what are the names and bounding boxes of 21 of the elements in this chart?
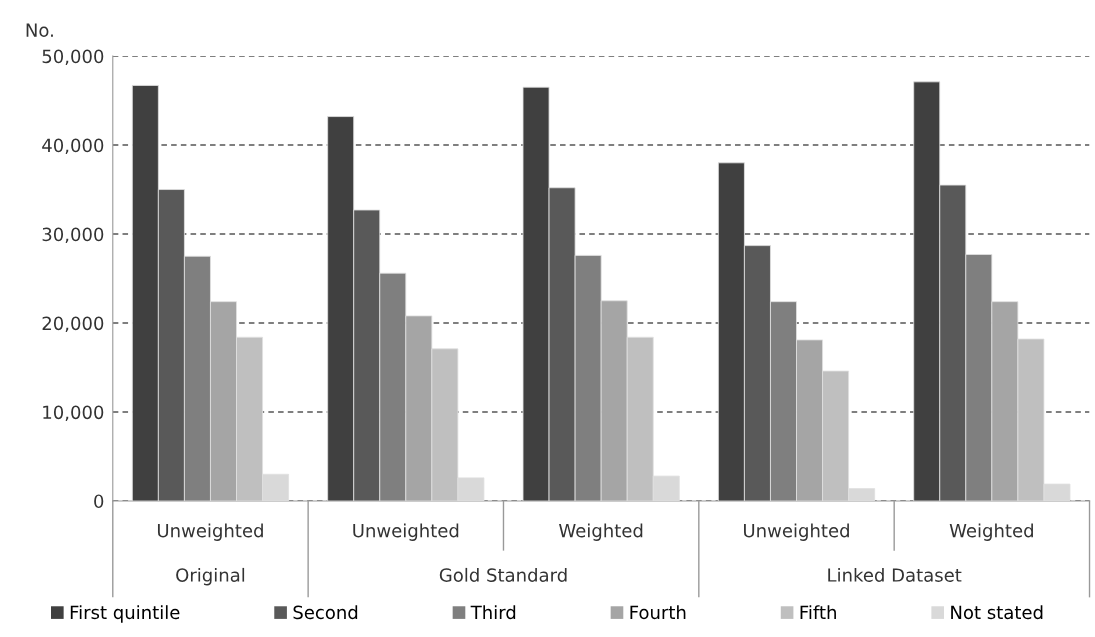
- y-tick-label: 20,000: [42, 316, 104, 332]
- y-tick-label: 10,000: [43, 405, 104, 421]
- y-tick-label: 50,000: [42, 49, 104, 66]
- x-tick-label: Unweighted: [353, 523, 459, 541]
- text: Linked Dataset: [828, 567, 962, 582]
- x-tick-label: Unweighted: [157, 523, 263, 541]
- legend-label: Not stated: [951, 605, 1043, 620]
- y-axis-title: No.: [26, 23, 53, 37]
- legend-label: Fifth: [800, 605, 836, 619]
- y-tick-label: 0: [94, 494, 104, 509]
- y-tick-label: 40,000: [42, 138, 104, 154]
- x-tick-label: Weighted: [949, 523, 1033, 541]
- legend-label: Fourth: [630, 605, 686, 620]
- legend-label: First quintile: [70, 605, 180, 623]
- text: Original: [176, 567, 245, 586]
- legend-label: Third: [470, 605, 516, 620]
- x-tick-label: Unweighted: [744, 523, 849, 541]
- y-tick-label: 30,000: [42, 227, 104, 243]
- text: Gold Standard: [439, 567, 567, 582]
- x-tick-label: Weighted: [559, 523, 643, 541]
- legend-label: Second: [293, 605, 358, 620]
